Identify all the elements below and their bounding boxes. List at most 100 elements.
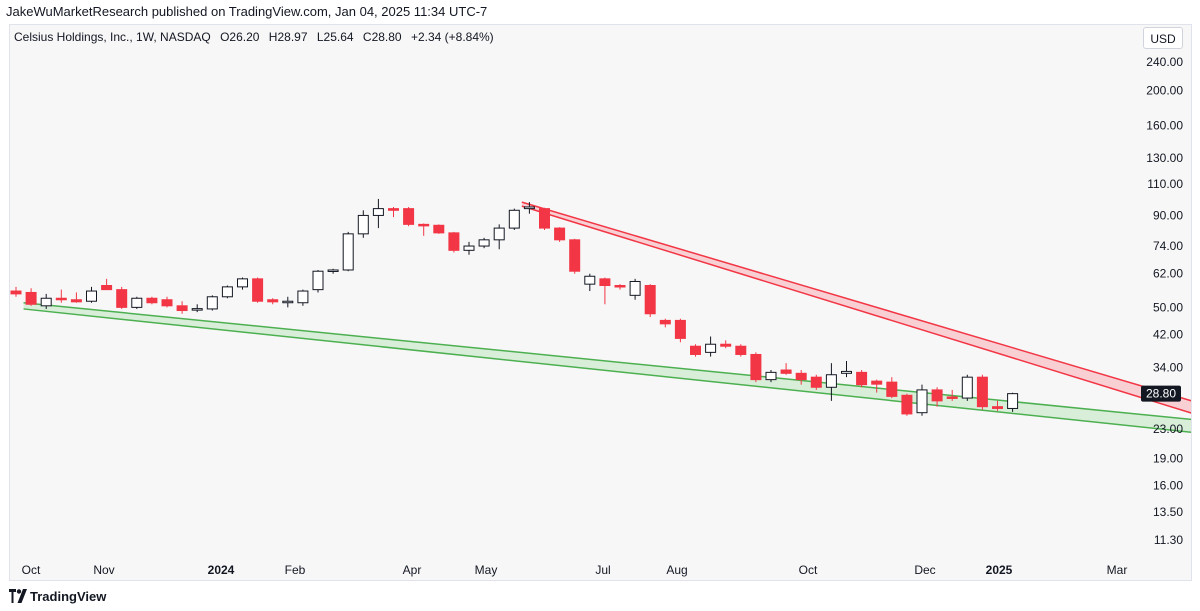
currency-button[interactable]: USD (1143, 27, 1183, 49)
candle (946, 389, 958, 401)
candle (1007, 392, 1019, 412)
y-tick-label: 240.00 (1146, 55, 1183, 69)
chart-area[interactable]: 240.00 200.00 160.00 130.00 110.00 90.00 74.00… (9, 24, 1192, 581)
candle (282, 296, 294, 308)
y-tick-label: 62.00 (1153, 267, 1183, 281)
candle (961, 374, 973, 401)
candle (25, 288, 37, 306)
candle (629, 278, 641, 300)
y-tick-label: 11.30 (1154, 533, 1183, 547)
candle-body (131, 297, 143, 308)
candle (750, 352, 762, 383)
candle-body (720, 343, 732, 347)
candle-body (599, 278, 611, 287)
close-value: 28.80 (371, 30, 402, 44)
candle-body (267, 299, 279, 303)
candle-body (992, 406, 1003, 409)
candle (493, 224, 505, 250)
symbol-legend: Celsius Holdings, Inc., 1W, NASDAQ O26.2… (14, 29, 494, 45)
candlesticks (10, 198, 1019, 416)
candle-body (116, 289, 128, 308)
candle (146, 296, 158, 305)
price-badge-label: 28.80 (1146, 387, 1176, 401)
candle (856, 370, 868, 388)
candle-body (493, 227, 505, 241)
low-label: L (316, 30, 324, 44)
candle-body (463, 245, 475, 251)
candle (976, 374, 988, 410)
x-tick-label: Jul (595, 563, 610, 577)
x-tick-label: 2025 (986, 563, 1013, 577)
candle-body (237, 278, 248, 288)
candle-body (342, 233, 354, 271)
candle-body (674, 319, 686, 339)
candle-body (946, 396, 958, 399)
high-label: H (268, 30, 278, 44)
x-tick-label: Dec (914, 563, 935, 577)
candle (403, 206, 415, 227)
candle-body (901, 394, 913, 415)
candle-body (629, 280, 641, 296)
candle (388, 206, 399, 218)
candle (659, 318, 671, 328)
candle (101, 278, 113, 291)
candle (886, 377, 898, 399)
candle (463, 241, 475, 255)
candle (780, 363, 792, 375)
y-tick-label: 23.00 (1153, 422, 1183, 436)
x-tick-label: Aug (666, 563, 687, 577)
candle-body (735, 345, 747, 355)
candle (871, 379, 883, 393)
candle-body (690, 345, 701, 355)
price-axis: 240.00 200.00 160.00 130.00 110.00 90.00 74.00… (1146, 55, 1183, 547)
candle (10, 286, 22, 297)
tradingview-brand[interactable]: TradingView (30, 589, 107, 604)
low-value: 25.64 (323, 30, 354, 44)
upper-channel-top-line (521, 201, 1191, 402)
candle-body (433, 224, 445, 234)
candle-body (508, 209, 520, 229)
candle-body (871, 380, 883, 385)
candle (433, 224, 445, 234)
candle-body (403, 208, 415, 225)
candle-body (252, 278, 264, 302)
candle-body (976, 376, 988, 408)
candle (342, 231, 354, 272)
candle (841, 360, 852, 378)
candle-body (584, 275, 596, 285)
candle (523, 202, 535, 214)
candle (176, 301, 188, 314)
open-value: 26.20 (229, 30, 260, 44)
x-tick-label: Oct (22, 563, 41, 577)
candle (237, 277, 248, 290)
candle-body (55, 297, 67, 301)
tradingview-logo-icon[interactable] (9, 589, 27, 603)
candle (327, 268, 339, 274)
candle (508, 208, 520, 230)
candle (161, 296, 173, 308)
candle-body (146, 297, 158, 304)
x-tick-label: 2024 (208, 563, 235, 577)
candle (931, 387, 943, 407)
candle-body (780, 369, 792, 374)
candle-body (282, 300, 294, 304)
x-tick-label: Oct (799, 563, 818, 577)
candle-body (448, 232, 460, 251)
candle-body (10, 290, 22, 295)
candle-body (961, 376, 973, 399)
candle (599, 277, 611, 305)
x-tick-label: Apr (403, 563, 422, 577)
x-tick-label: Mar (1107, 563, 1128, 577)
candle (252, 277, 264, 303)
chart-canvas[interactable]: 240.00 200.00 160.00 130.00 110.00 90.00 74.00… (10, 25, 1191, 580)
candle-body (705, 343, 717, 353)
candle (795, 370, 807, 385)
candle (810, 374, 822, 390)
candle (418, 223, 430, 236)
candle (992, 400, 1003, 411)
candle-body (86, 290, 97, 302)
price-badge-bg (1141, 385, 1181, 402)
candle-body (886, 381, 898, 397)
candle (614, 284, 626, 290)
candle-body (297, 290, 309, 304)
